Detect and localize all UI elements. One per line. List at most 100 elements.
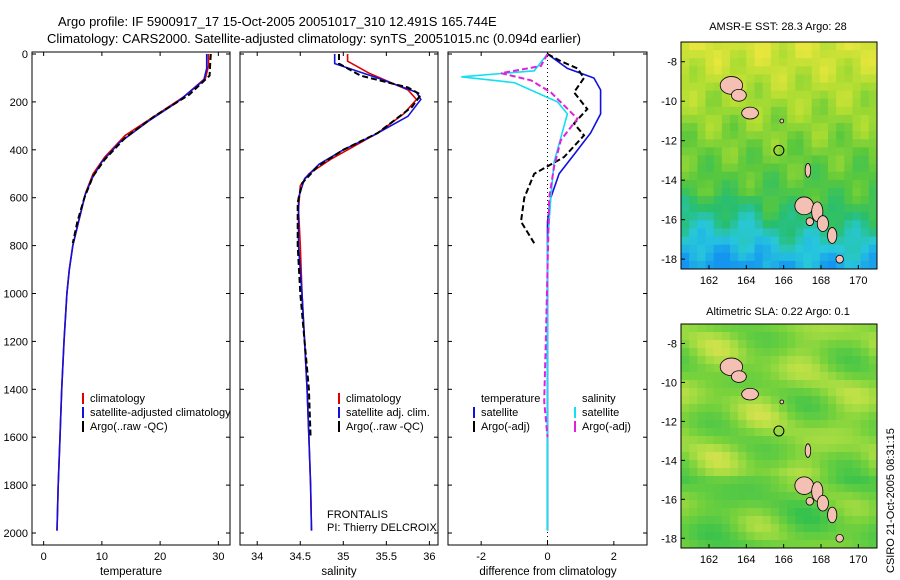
salinity-panel-frame bbox=[239, 51, 439, 546]
map-cell bbox=[803, 147, 813, 157]
map-cell bbox=[819, 324, 829, 333]
map-cell bbox=[852, 212, 862, 221]
map-cell bbox=[844, 228, 854, 238]
map-cell bbox=[819, 98, 829, 108]
map-cell bbox=[787, 66, 796, 76]
temperature-panel-frame bbox=[31, 51, 231, 546]
map-cell bbox=[795, 42, 805, 51]
map-cell bbox=[779, 179, 788, 189]
map-cell bbox=[713, 147, 723, 157]
map-cell bbox=[705, 260, 715, 269]
map-cell bbox=[852, 252, 862, 262]
map-cell bbox=[681, 212, 690, 221]
map-cell bbox=[738, 348, 747, 357]
map-cell bbox=[705, 412, 715, 421]
difference-xlabel: difference from climatology bbox=[479, 566, 616, 578]
map-cell bbox=[681, 66, 690, 76]
map-cell bbox=[681, 90, 690, 100]
map-cell bbox=[860, 460, 870, 469]
map-cell bbox=[681, 147, 690, 157]
map-cell bbox=[819, 139, 829, 148]
map-cell bbox=[713, 356, 723, 365]
map-cell bbox=[738, 468, 747, 477]
map-cell bbox=[787, 508, 796, 517]
map-cell bbox=[819, 452, 829, 461]
map-cell bbox=[860, 82, 870, 92]
map-cell bbox=[689, 179, 698, 189]
map-cell bbox=[770, 50, 780, 59]
map-cell bbox=[738, 508, 747, 517]
salinity-legend: climatology satellite adj. clim. Argo(..… bbox=[338, 393, 430, 433]
map-cell bbox=[730, 348, 739, 357]
map-cell bbox=[860, 90, 870, 100]
map-cell bbox=[868, 540, 877, 548]
map-cell bbox=[828, 380, 837, 389]
map-cell bbox=[860, 114, 870, 124]
map-cell bbox=[828, 332, 837, 341]
map-cell bbox=[705, 114, 715, 124]
map-cell bbox=[746, 412, 756, 421]
map-cell bbox=[713, 476, 723, 485]
map-cell bbox=[795, 58, 805, 67]
map-cell bbox=[770, 452, 780, 461]
map-cell bbox=[746, 82, 756, 92]
map-cell bbox=[697, 123, 707, 132]
map-cell bbox=[746, 476, 756, 485]
map-cell bbox=[762, 252, 772, 262]
map-cell bbox=[697, 98, 707, 108]
x-tick-label: -2 bbox=[476, 551, 486, 563]
map-cell bbox=[844, 524, 854, 533]
map-cell bbox=[713, 42, 723, 51]
map-cell bbox=[836, 82, 845, 92]
map-cell bbox=[868, 372, 877, 381]
map-cell bbox=[730, 396, 739, 405]
map-cell bbox=[803, 106, 813, 116]
map-cell bbox=[787, 187, 796, 197]
map-cell bbox=[689, 114, 698, 124]
legend-title-salinity: salinity bbox=[582, 393, 616, 405]
map-cell bbox=[811, 508, 821, 517]
map-cell bbox=[844, 484, 854, 493]
map-cell bbox=[721, 396, 731, 405]
map-cell bbox=[746, 492, 756, 501]
map-cell bbox=[721, 420, 731, 429]
map-cell bbox=[779, 50, 788, 59]
map-cell bbox=[811, 139, 821, 148]
map-cell bbox=[730, 179, 739, 189]
map-cell bbox=[819, 123, 829, 132]
map-cell bbox=[697, 492, 707, 501]
map-cell bbox=[811, 444, 821, 453]
map-cell bbox=[681, 372, 690, 381]
map-cell bbox=[762, 340, 772, 349]
map-cell bbox=[868, 179, 877, 189]
map-cell bbox=[721, 220, 731, 230]
map-cell bbox=[697, 260, 707, 269]
map-cell bbox=[681, 468, 690, 477]
map-cell bbox=[803, 82, 813, 92]
map-cell bbox=[738, 412, 747, 421]
map-cell bbox=[860, 356, 870, 365]
map-cell bbox=[705, 524, 715, 533]
map-cell bbox=[730, 106, 739, 116]
map-cell bbox=[811, 540, 821, 548]
map-cell bbox=[738, 460, 747, 469]
map-cell bbox=[689, 412, 698, 421]
map-cell bbox=[844, 452, 854, 461]
map-cell bbox=[713, 196, 723, 205]
map-cell bbox=[770, 476, 780, 485]
map-cell bbox=[689, 90, 698, 100]
map-cell bbox=[779, 348, 788, 357]
map-cell bbox=[713, 98, 723, 108]
map-cell bbox=[697, 106, 707, 116]
map-cell bbox=[730, 444, 739, 453]
map-cell bbox=[811, 228, 821, 238]
map-cell bbox=[681, 340, 690, 349]
map-cell bbox=[844, 82, 854, 92]
map-cell bbox=[762, 420, 772, 429]
map-cell bbox=[852, 516, 862, 525]
map-cell bbox=[852, 500, 862, 509]
map-cell bbox=[795, 420, 805, 429]
map-cell bbox=[754, 147, 764, 157]
map-cell bbox=[746, 155, 756, 165]
map-cell bbox=[689, 356, 698, 365]
